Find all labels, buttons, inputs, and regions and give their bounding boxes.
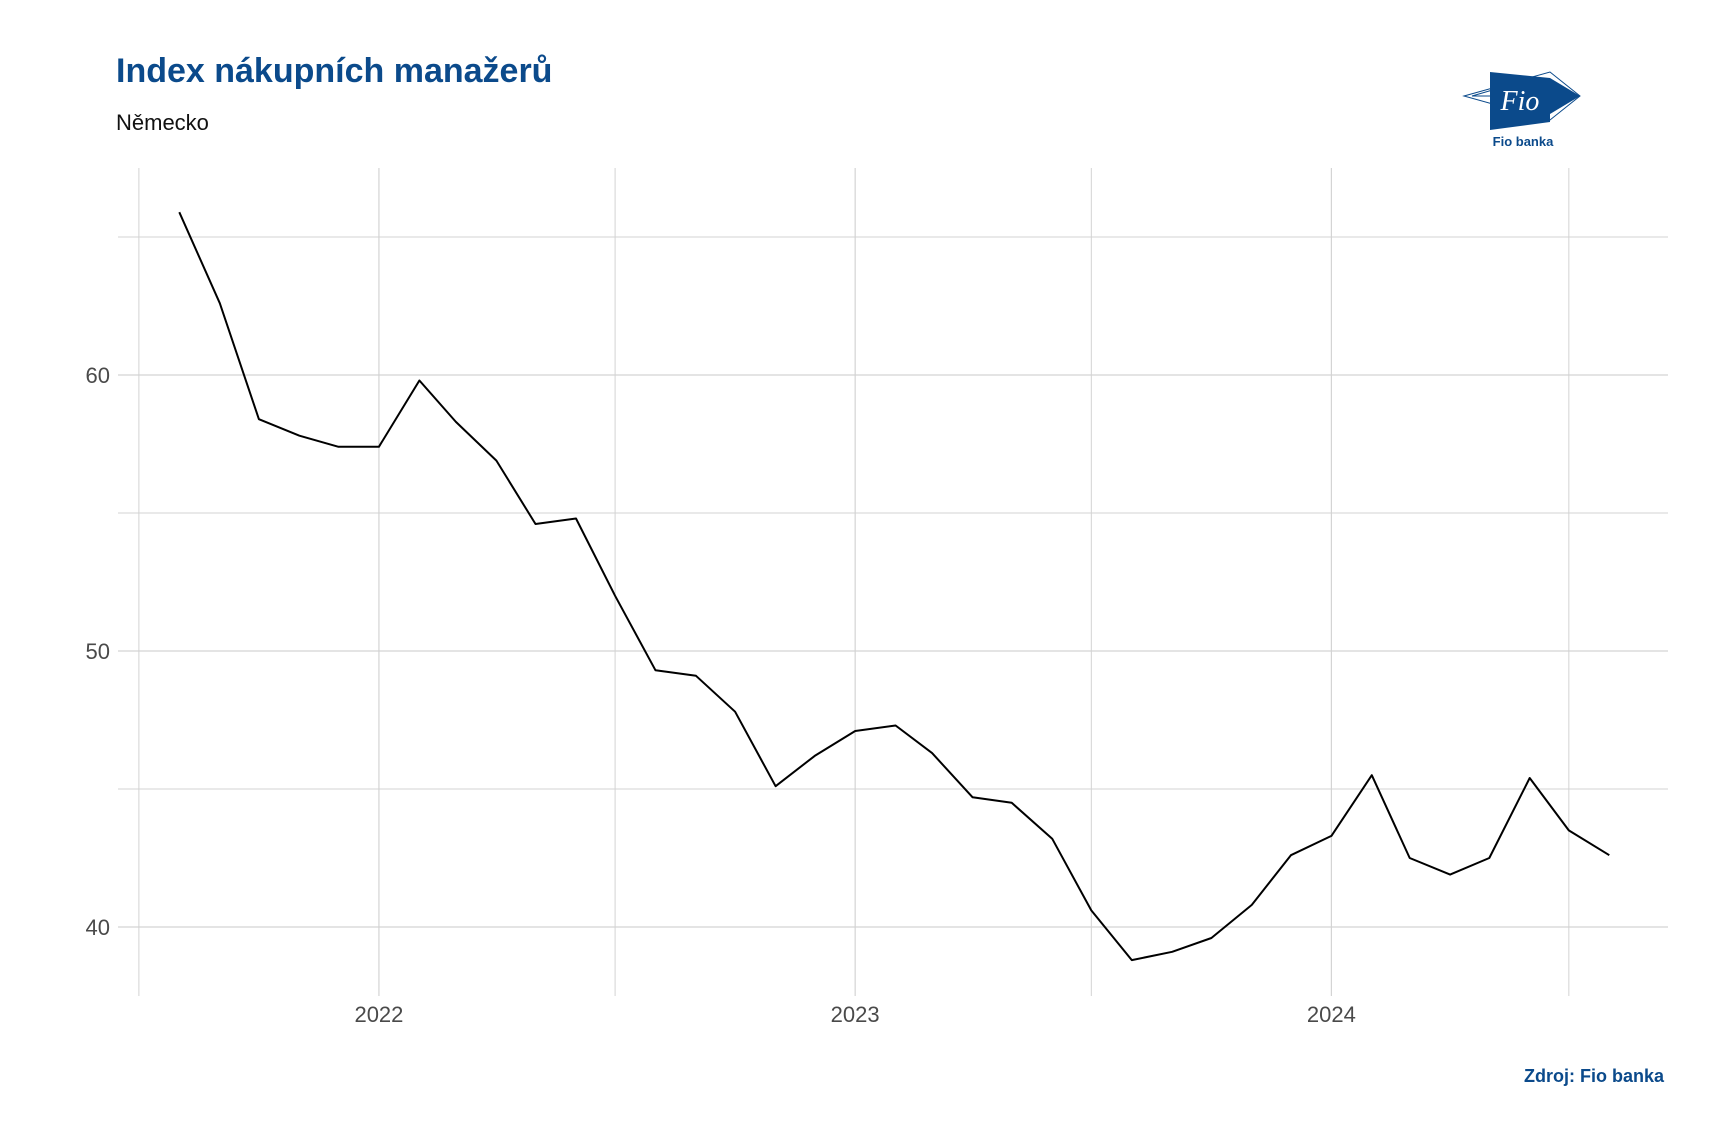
logo-mark-text: Fio — [1500, 86, 1540, 117]
x-tick-label: 2022 — [354, 1002, 403, 1027]
y-tick-label: 40 — [86, 915, 110, 940]
y-axis-ticks: 40 50 60 — [86, 363, 110, 940]
y-tick-label: 50 — [86, 639, 110, 664]
minor-gridlines — [118, 168, 1668, 996]
x-axis-ticks: 2022 2023 2024 — [354, 1002, 1355, 1027]
fio-logo-icon: Fio — [1462, 71, 1581, 130]
y-tick-label: 60 — [86, 363, 110, 388]
logo-caption: Fio banka — [1492, 134, 1554, 149]
chart-title: Index nákupních manažerů — [116, 52, 553, 90]
x-tick-label: 2024 — [1307, 1002, 1356, 1027]
major-gridlines — [118, 168, 1668, 996]
series-line — [178, 211, 1610, 962]
x-tick-label: 2023 — [831, 1002, 880, 1027]
source-note: Zdroj: Fio banka — [1523, 1066, 1664, 1086]
chart-subtitle: Německo — [116, 110, 209, 135]
